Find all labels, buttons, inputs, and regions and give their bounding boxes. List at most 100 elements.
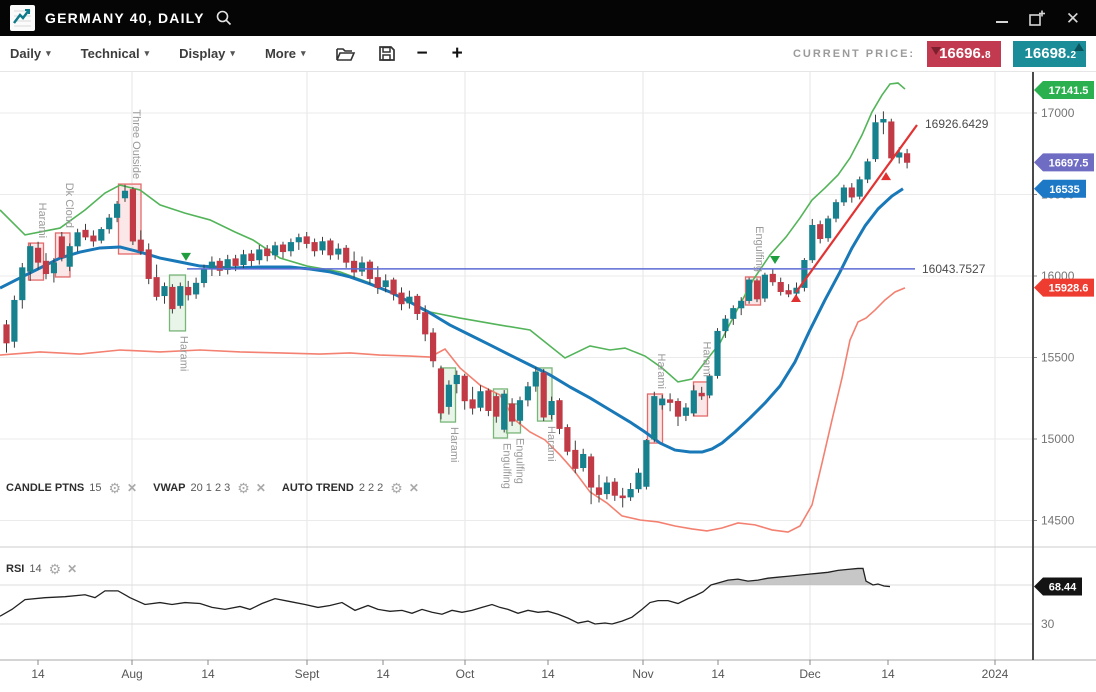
minimize-button[interactable] (996, 8, 1008, 28)
ask-price-badge: 16698.2 (1013, 41, 1086, 67)
chart-area[interactable]: 1700016500160001550015000145003016043.75… (0, 72, 1096, 687)
candle-body (612, 482, 617, 495)
candle-body (675, 402, 680, 417)
x-tick-label: 14 (201, 667, 215, 681)
candle-body (249, 254, 254, 261)
price-badge-label: 16697.5 (1049, 157, 1089, 169)
candle-body (83, 230, 88, 237)
candle-body (201, 269, 206, 282)
candle-body (423, 313, 428, 334)
candle-body (723, 319, 728, 330)
candle-body (170, 287, 175, 308)
candle-body (367, 262, 372, 278)
menu-daily[interactable]: Daily▾ (10, 46, 51, 61)
x-tick-label: 2024 (982, 667, 1009, 681)
candle-body (43, 261, 48, 273)
candle-body (225, 260, 230, 270)
x-tick-label: Dec (799, 667, 820, 681)
candle-body (273, 246, 278, 255)
candle-body (431, 333, 436, 361)
gear-icon[interactable]: ⚙ (390, 483, 403, 494)
candle-body (280, 245, 285, 252)
popout-button[interactable] (1028, 8, 1046, 28)
indicator-legend: CANDLE PTNS15 ⚙ ✕ VWAP20 1 2 3 ⚙ ✕ AUTO … (6, 481, 435, 495)
menu-display[interactable]: Display▾ (179, 46, 235, 61)
save-icon[interactable] (378, 45, 395, 62)
x-tick-label: 14 (881, 667, 895, 681)
candle-body (478, 392, 483, 407)
candle-body (28, 247, 33, 271)
candle-body (446, 385, 451, 406)
pattern-label: Harami (655, 354, 667, 389)
candle-body (747, 280, 752, 300)
candle-body (107, 218, 112, 229)
x-tick-label: 14 (376, 667, 390, 681)
candle-body (304, 237, 309, 244)
candle-body (628, 490, 633, 497)
open-folder-icon[interactable] (336, 46, 356, 62)
close-icon[interactable]: ✕ (127, 481, 137, 495)
candle-body (857, 180, 862, 196)
gear-icon[interactable]: ⚙ (108, 483, 121, 494)
gear-icon[interactable]: ⚙ (237, 483, 250, 494)
close-button[interactable]: ✕ (1066, 8, 1080, 28)
chevron-down-icon: ▾ (145, 48, 150, 59)
pattern-label: Harami (545, 426, 557, 461)
candle-body (186, 287, 191, 294)
close-icon[interactable]: ✕ (409, 481, 419, 495)
candle-body (604, 483, 609, 494)
candle-body (59, 237, 64, 257)
candle-body (517, 401, 522, 421)
candle-body (12, 300, 17, 341)
close-icon[interactable]: ✕ (256, 481, 266, 495)
search-icon[interactable] (215, 9, 233, 27)
gear-icon[interactable]: ⚙ (49, 564, 62, 575)
candle-body (786, 291, 791, 294)
candle-body (762, 275, 767, 298)
rsi-value-badge-label: 68.44 (1049, 582, 1077, 594)
indicator-auto-trend: AUTO TREND2 2 2 ⚙ ✕ (282, 481, 419, 495)
y-tick-label: 15000 (1041, 432, 1075, 446)
candle-body (162, 287, 167, 296)
candle-body (407, 297, 412, 303)
candle-body (818, 225, 823, 239)
indicator-rsi: RSI14 ⚙ ✕ (6, 562, 77, 576)
candle-body (770, 274, 775, 281)
menu-technical[interactable]: Technical▾ (81, 46, 150, 61)
candle-body (67, 247, 72, 267)
x-tick-label: 14 (711, 667, 725, 681)
app-logo-icon (10, 5, 35, 31)
pattern-label: Engulfing (501, 443, 513, 489)
pattern-label: Harami (178, 336, 190, 371)
price-chart-svg[interactable]: 1700016500160001550015000145003016043.75… (0, 72, 1096, 687)
candle-body (438, 369, 443, 413)
zoom-out-button[interactable]: − (417, 44, 428, 63)
close-icon[interactable]: ✕ (67, 562, 77, 576)
rsi-legend: RSI14 ⚙ ✕ (6, 562, 93, 576)
candle-body (470, 400, 475, 408)
candle-body (778, 283, 783, 292)
pattern-label: Harami (36, 203, 48, 238)
arrow-up-icon (1074, 43, 1084, 51)
pattern-label: Three Outside (130, 109, 142, 179)
candle-body (620, 496, 625, 498)
candle-body (541, 373, 546, 417)
candle-body (91, 236, 96, 241)
candle-body (565, 428, 570, 452)
candle-body (320, 242, 325, 250)
zoom-in-button[interactable]: + (452, 44, 463, 63)
candle-body (849, 188, 854, 197)
bid-price-badge: 16696.8 (927, 41, 1000, 67)
candle-body (99, 230, 104, 241)
candle-body (841, 188, 846, 202)
candle-body (344, 248, 349, 262)
pattern-box-three-outside (119, 184, 142, 254)
candle-body (833, 203, 838, 218)
candle-body (660, 399, 665, 405)
price-badge-label: 15928.6 (1049, 283, 1089, 295)
x-tick-label: 14 (31, 667, 45, 681)
menu-more[interactable]: More▾ (265, 46, 306, 61)
candle-body (336, 249, 341, 254)
y-tick-label: 17000 (1041, 106, 1075, 120)
x-tick-label: Aug (121, 667, 142, 681)
